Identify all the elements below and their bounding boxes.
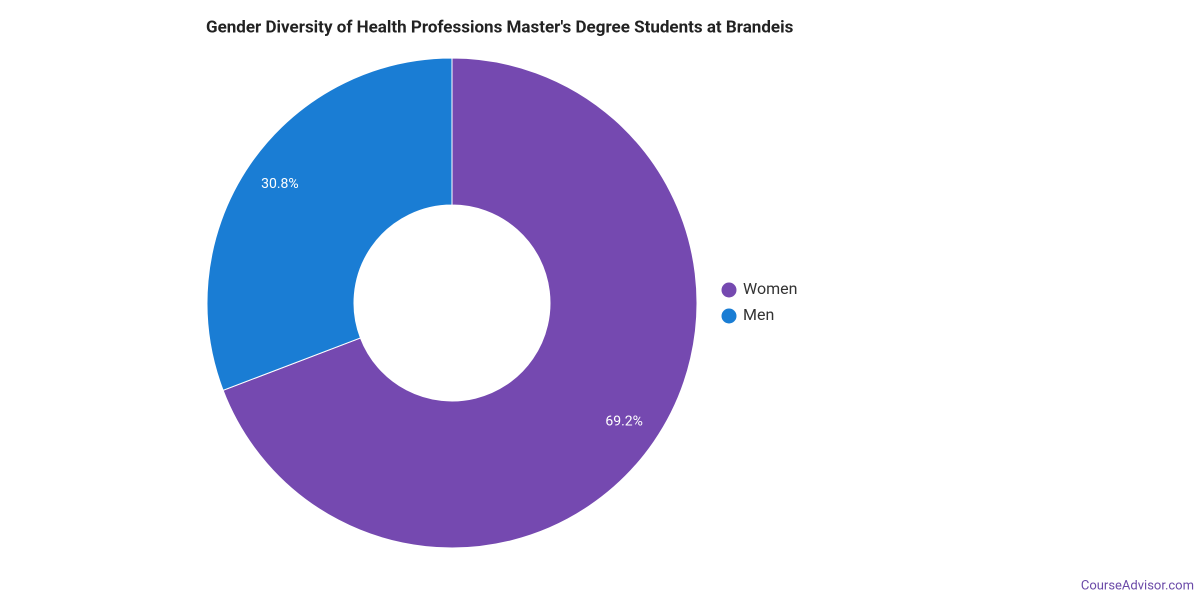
data-label: 69.2% xyxy=(605,413,643,429)
legend-label: Men xyxy=(743,305,774,324)
legend-swatch xyxy=(721,308,737,324)
legend-swatch xyxy=(721,282,737,298)
chart-title: Gender Diversity of Health Professions M… xyxy=(206,17,794,37)
credit[interactable]: CourseAdvisor.com xyxy=(1081,578,1194,593)
donut-slice xyxy=(206,57,453,391)
legend-label: Women xyxy=(743,279,797,298)
donut-slice xyxy=(222,57,698,549)
data-label: 30.8% xyxy=(261,176,299,192)
